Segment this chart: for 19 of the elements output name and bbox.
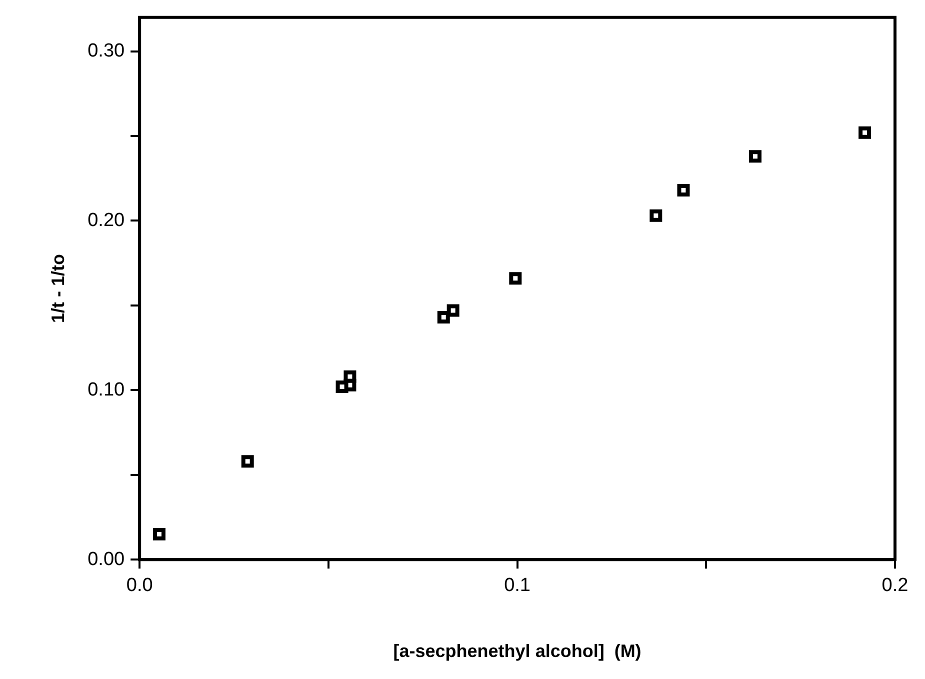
y-tick-label: 0.20 (88, 210, 125, 231)
x-tick-label: 0.1 (504, 575, 530, 596)
x-axis-title: [a-secphenethyl alcohol] (M) (393, 641, 642, 662)
y-tick-label: 0.10 (88, 379, 125, 400)
point (437, 311, 450, 324)
point (152, 528, 166, 540)
x-tick-label: 0.2 (882, 575, 908, 596)
y-axis-title: 1/t - 1/to (48, 254, 68, 324)
point (509, 272, 522, 285)
point (858, 126, 872, 139)
y-tick-label: 0.30 (88, 40, 125, 62)
y-tick-label: 0.00 (88, 548, 125, 570)
point (446, 304, 460, 317)
x-tick-label: 0.0 (126, 575, 153, 596)
point (241, 455, 254, 468)
point (336, 380, 348, 394)
point (677, 184, 690, 196)
point (650, 209, 662, 222)
point (749, 150, 762, 163)
